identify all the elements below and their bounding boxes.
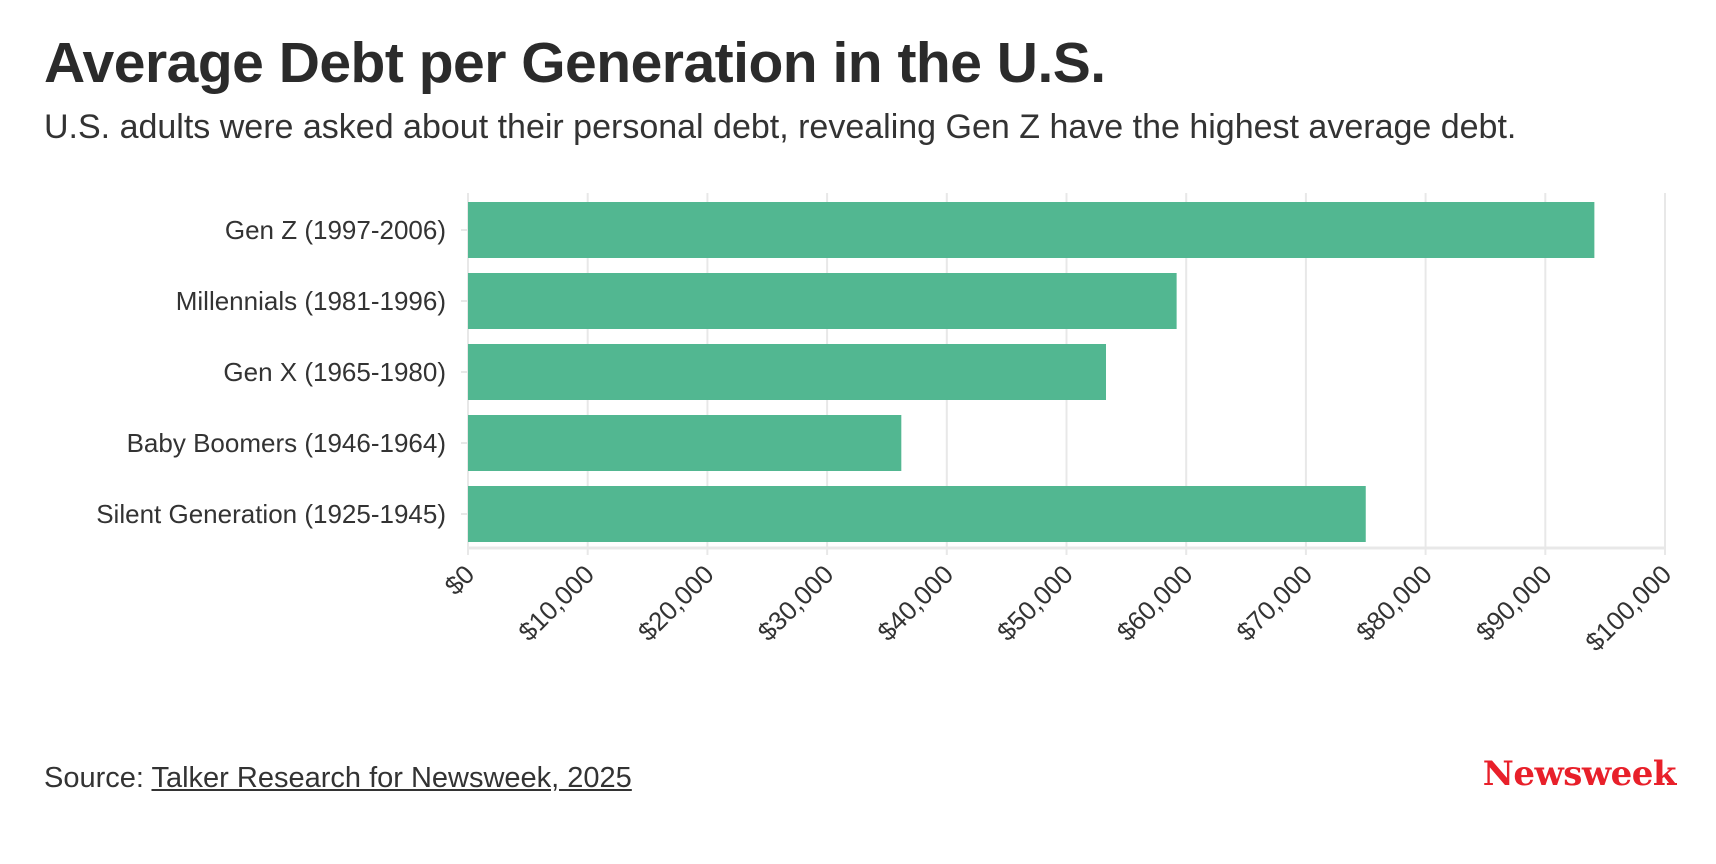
category-label: Baby Boomers (1946-1964) xyxy=(127,428,446,458)
x-tick-label: $30,000 xyxy=(752,559,840,647)
source-prefix: Source: xyxy=(44,762,152,794)
bar xyxy=(468,415,902,471)
category-label: Millennials (1981-1996) xyxy=(176,286,446,316)
x-tick-label: $40,000 xyxy=(871,559,959,647)
bar xyxy=(468,486,1366,542)
category-label: Silent Generation (1925-1945) xyxy=(96,499,446,529)
category-label: Gen X (1965-1980) xyxy=(223,357,446,387)
x-tick-label: $10,000 xyxy=(512,559,600,647)
x-tick-label: $90,000 xyxy=(1470,559,1558,647)
x-tick-label: $60,000 xyxy=(1111,559,1199,647)
newsweek-logo: Newsweek xyxy=(1482,754,1677,794)
chart-subtitle: U.S. adults were asked about their perso… xyxy=(44,108,1517,146)
category-label: Gen Z (1997-2006) xyxy=(225,215,446,245)
bar xyxy=(468,273,1177,329)
bar xyxy=(468,202,1595,258)
bar-chart: $0 $10,000 $20,000 $30,000 $40,000 $50,000 $60… xyxy=(96,193,1677,657)
x-tick-label: $20,000 xyxy=(632,559,720,647)
x-tick-label: $50,000 xyxy=(991,559,1079,647)
source-link[interactable]: Talker Research for Newsweek, 2025 xyxy=(151,762,632,794)
x-tick-label: $70,000 xyxy=(1230,559,1318,647)
source-note: Source: Talker Research for Newsweek, 20… xyxy=(44,762,632,795)
x-tick-label: $80,000 xyxy=(1350,559,1438,647)
x-tick-label: $100,000 xyxy=(1579,559,1677,657)
x-tick-label: $0 xyxy=(439,559,481,601)
bar-layer xyxy=(468,202,1595,542)
bar xyxy=(468,344,1107,400)
chart-title: Average Debt per Generation in the U.S. xyxy=(44,31,1106,95)
